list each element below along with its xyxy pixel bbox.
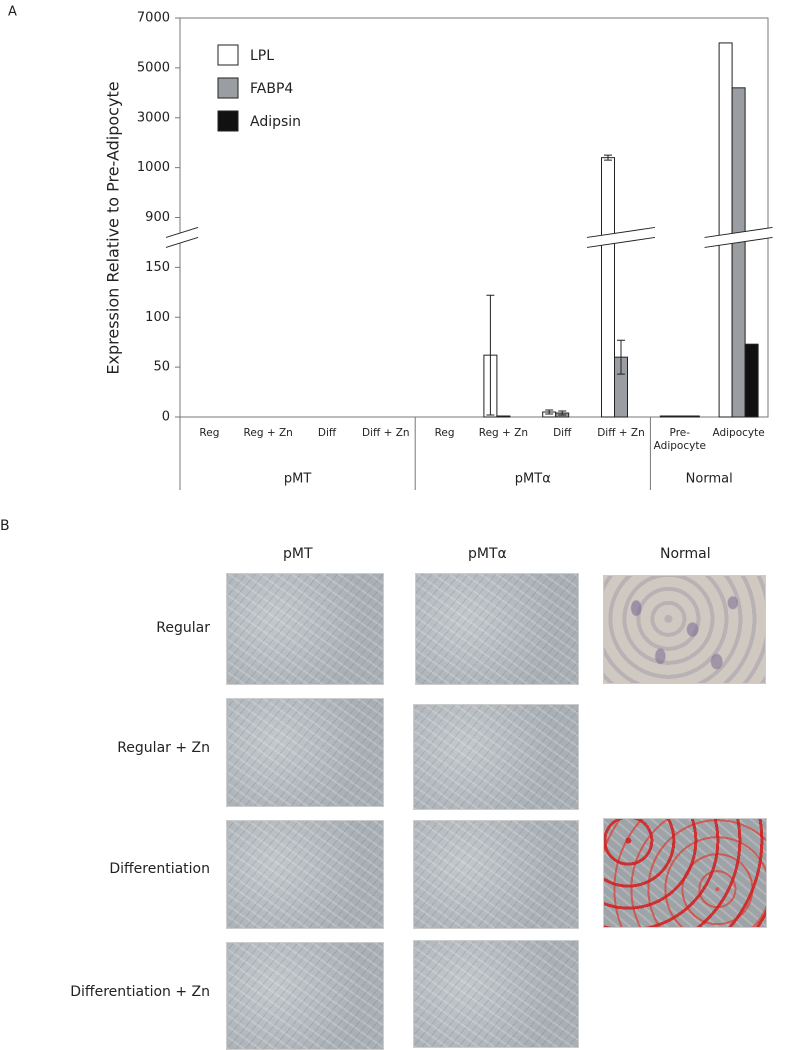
- error-bar: [617, 339, 625, 375]
- legend-swatch: [217, 77, 239, 99]
- micrograph: [226, 573, 384, 685]
- legend-label: LPL: [250, 48, 274, 64]
- legend-label: Adipsin: [250, 114, 301, 130]
- row-label: Differentiation: [109, 861, 210, 877]
- bar-break: [586, 226, 656, 238]
- panel-label: A: [8, 5, 17, 20]
- micrograph: [603, 818, 767, 928]
- row-label: Regular + Zn: [117, 740, 210, 756]
- group-label: pMT: [284, 472, 311, 487]
- row-label: Regular: [156, 620, 210, 636]
- y-tick-label: 7000: [137, 11, 170, 26]
- bar-break: [704, 227, 773, 248]
- y-tick-label: 3000: [137, 110, 170, 125]
- row-label: Differentiation + Zn: [70, 984, 210, 1000]
- column-label: Normal: [660, 546, 711, 562]
- x-tick-label: Pre-Adipocyte: [653, 427, 706, 452]
- group-label: Normal: [686, 472, 733, 487]
- bar: [659, 415, 674, 418]
- error-bar: [558, 410, 567, 416]
- axis-break: [165, 226, 199, 238]
- legend-swatch: [217, 110, 239, 132]
- micrograph: [413, 704, 579, 810]
- y-tick-label: 900: [145, 210, 170, 225]
- y-tick-label: 0: [162, 410, 170, 425]
- bar-break: [704, 226, 773, 238]
- micrograph: [226, 698, 384, 807]
- column-label: pMT: [283, 546, 313, 562]
- x-tick-label: Reg: [199, 427, 220, 439]
- column-label: pMTα: [468, 546, 507, 562]
- y-tick-label: 100: [145, 310, 170, 325]
- bar-break: [586, 236, 656, 248]
- micrograph: [226, 942, 384, 1050]
- x-tick-label: Diff + Zn: [362, 427, 410, 439]
- micrograph: [413, 940, 579, 1048]
- bar: [685, 415, 700, 418]
- axis-break: [165, 236, 199, 248]
- micrograph: [413, 820, 579, 929]
- micrograph: [415, 573, 579, 685]
- x-tick-label: Adipocyte: [712, 427, 765, 439]
- y-tick-label: 5000: [137, 60, 170, 75]
- y-tick-label: 150: [145, 260, 170, 275]
- bar: [496, 415, 511, 418]
- bar: [731, 87, 746, 418]
- y-axis-label: Expression Relative to Pre-Adipocyte: [104, 81, 123, 374]
- bar-break: [704, 236, 773, 248]
- bar-break: [587, 227, 655, 248]
- legend-swatch: [217, 44, 239, 66]
- y-tick-label: 1000: [137, 160, 170, 175]
- bar: [744, 343, 759, 418]
- x-tick-label: Reg + Zn: [478, 427, 529, 439]
- plot-frame: [179, 17, 769, 418]
- legend-label: FABP4: [250, 81, 293, 97]
- error-bar: [604, 154, 612, 161]
- x-tick-label: Diff: [553, 427, 572, 439]
- x-tick-label: Reg + Zn: [243, 427, 293, 439]
- x-tick-label: Reg: [434, 427, 455, 439]
- x-tick-label: Diff: [317, 427, 337, 439]
- micrograph: [603, 575, 766, 684]
- error-bar: [545, 409, 554, 415]
- bar: [672, 415, 687, 418]
- error-bar: [486, 294, 495, 416]
- micrograph: [226, 820, 384, 929]
- bar: [718, 42, 733, 418]
- axis-break: [166, 227, 198, 248]
- group-label: pMTα: [515, 472, 551, 487]
- chart: A Expression Relative to Pre-Adipocyte 0…: [8, 5, 773, 490]
- panel-label: B: [0, 518, 10, 534]
- bar: [601, 157, 615, 418]
- x-tick-label: Diff + Zn: [597, 427, 645, 439]
- y-tick-label: 50: [153, 360, 170, 375]
